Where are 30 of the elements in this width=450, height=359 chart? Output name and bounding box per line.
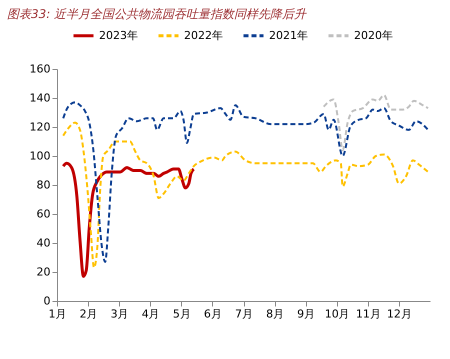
legend-label: 2023年 [99,28,138,42]
y-tick-label: 80 [36,178,50,192]
x-tick-label: 2月 [80,308,98,320]
x-tick-label: 9月 [297,308,316,320]
y-tick-label: 40 [36,236,50,250]
line-series [62,122,430,269]
legend-label: 2020年 [354,28,393,42]
x-tick-label: 6月 [204,308,222,320]
y-tick-label: 60 [36,208,50,220]
line-series [62,101,430,263]
x-tick-label: 12月 [386,308,412,320]
legend-label: 2022年 [184,28,223,42]
y-tick-label: 20 [36,266,50,278]
y-tick-label: 160 [30,62,50,76]
x-tick-label: 7月 [235,308,253,320]
line-series [62,162,196,278]
x-tick-label: 8月 [266,308,284,320]
y-tick-label: 120 [30,120,50,134]
x-tick-label: 1月 [48,308,66,320]
y-tick-label: 140 [30,92,50,104]
chart-title: 图表33: 近半月全国公共物流园吞吐量指数同样先降后升 [7,7,308,21]
x-tick-label: 3月 [110,308,129,320]
y-tick-label: 0 [44,294,50,308]
x-tick-label: 10月 [324,308,350,320]
x-tick-label: 5月 [172,308,191,320]
legend-label: 2021年 [269,28,308,42]
y-tick-label: 100 [30,150,50,162]
line-series [322,94,430,152]
x-tick-label: 11月 [356,308,381,320]
x-tick-label: 4月 [142,308,160,320]
